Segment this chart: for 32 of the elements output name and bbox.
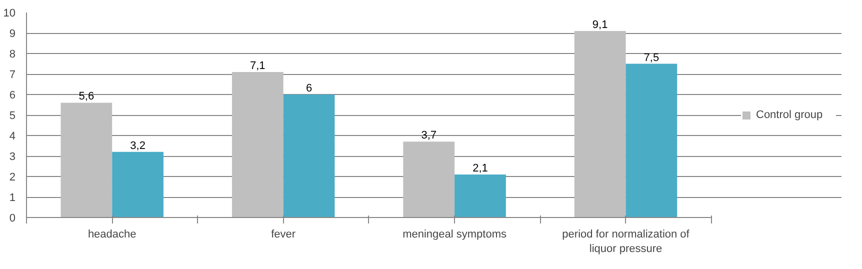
y-tick-label: 7 [9, 69, 16, 81]
y-tick-label: 0 [9, 212, 16, 224]
x-tick-label: meningeal symptoms [402, 228, 508, 240]
bar [574, 30, 626, 218]
y-tick-label: 6 [9, 90, 16, 102]
data-label: 5,6 [78, 90, 94, 103]
data-label: 3,2 [130, 140, 146, 152]
y-tick-label: 10 [3, 8, 16, 20]
y-tick-label: 9 [9, 28, 16, 40]
y-tick-label: 8 [9, 48, 16, 60]
bar [403, 142, 455, 218]
data-label: 3,7 [421, 130, 437, 142]
y-tick-label: 2 [9, 172, 16, 184]
bar [112, 152, 164, 218]
bar [232, 72, 284, 218]
bar [454, 174, 506, 218]
y-tick-label: 3 [9, 151, 16, 163]
data-label: 7,5 [644, 52, 660, 64]
x-tick-label: headache [88, 228, 136, 240]
bar [60, 102, 112, 218]
data-label: 7,1 [250, 60, 266, 72]
y-tick-label: 4 [9, 130, 16, 142]
data-label: 9,1 [592, 18, 608, 31]
data-label: 6 [306, 82, 312, 94]
y-tick-label: 1 [9, 192, 16, 204]
bar [283, 94, 335, 218]
x-tick-label: period for normalization of liquor pressure [562, 228, 690, 255]
x-tick-label: fever [271, 228, 296, 240]
y-tick-label: 5 [9, 110, 16, 122]
legend-label: Control group [756, 108, 824, 120]
data-label: 2,1 [472, 162, 488, 174]
bar [626, 64, 678, 218]
